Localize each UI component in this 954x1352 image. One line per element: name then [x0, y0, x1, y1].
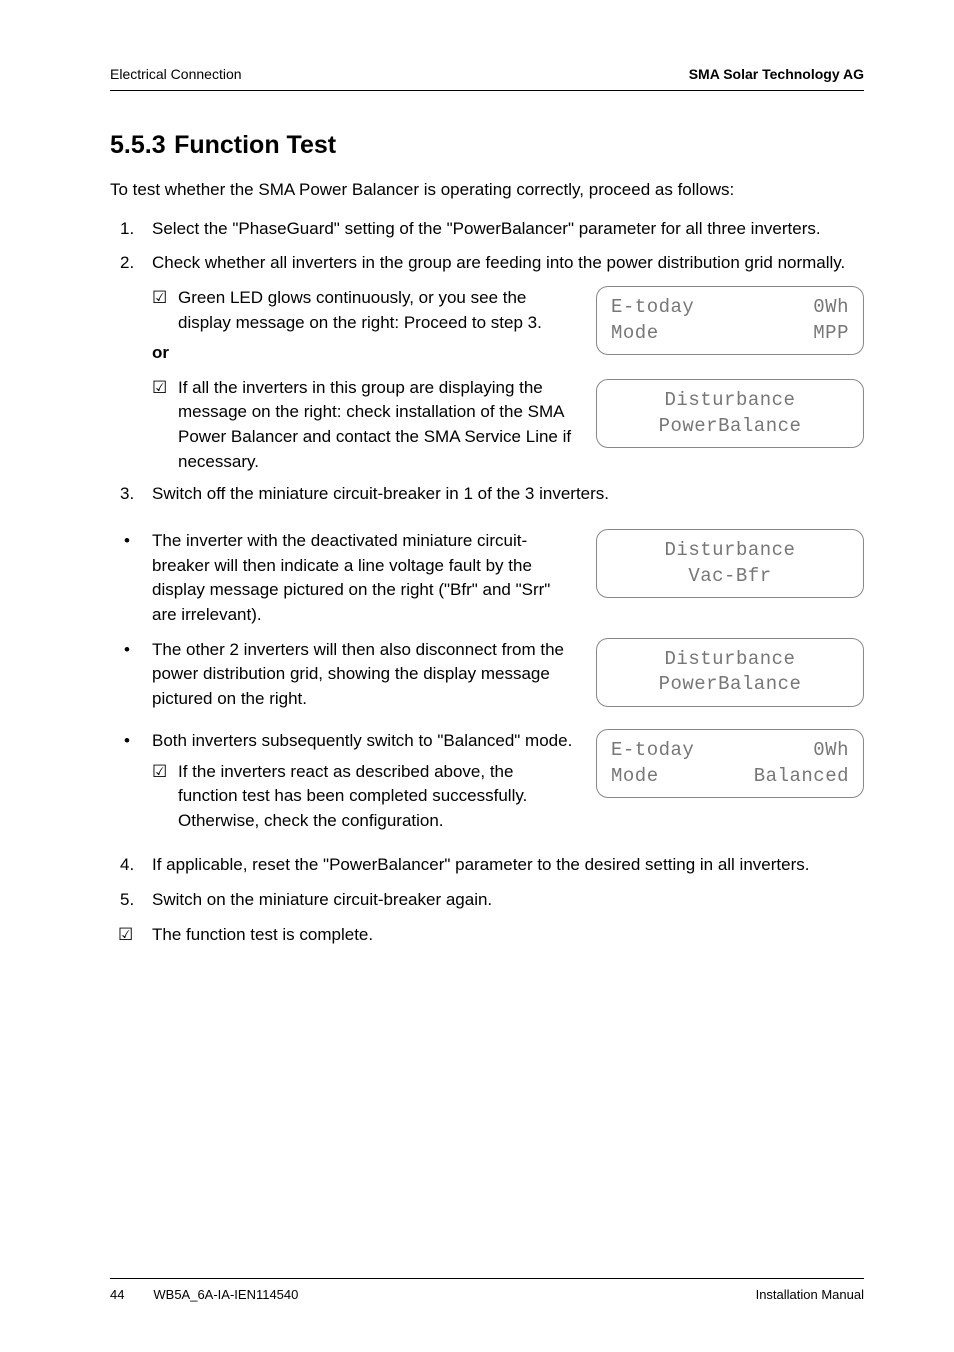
step-text: Check whether all inverters in the group… [152, 251, 864, 276]
page-footer: 44 WB5A_6A-IA-IEN114540 Installation Man… [110, 1278, 864, 1302]
header-rule [110, 90, 864, 91]
page-header: Electrical Connection SMA Solar Technolo… [110, 66, 864, 82]
lcd-line: MPP [813, 321, 849, 347]
steps-list: 1. Select the "PhaseGuard" setting of th… [110, 217, 864, 507]
check-icon: ☑ [152, 376, 178, 401]
check-item: ☑ If all the inverters in this group are… [152, 376, 576, 475]
check-icon: ☑ [110, 923, 152, 948]
bullet-icon: • [110, 529, 152, 554]
section-number: 5.5.3 [110, 131, 166, 159]
step-number: 4. [110, 853, 152, 878]
bullet-icon: • [110, 729, 152, 754]
step-text: If applicable, reset the "PowerBalancer"… [152, 853, 864, 878]
step-4: 4. If applicable, reset the "PowerBalanc… [110, 853, 864, 878]
lcd-line: Balanced [754, 764, 849, 790]
lcd-line: 0Wh [813, 738, 849, 764]
section-heading: 5.5.3 Function Test [110, 131, 864, 160]
lcd-line: 0Wh [813, 295, 849, 321]
check-text: Green LED glows continuously, or you see… [178, 286, 576, 335]
final-text: The function test is complete. [152, 923, 373, 948]
lcd-line: PowerBalance [611, 672, 849, 698]
step-number: 2. [110, 251, 152, 276]
step-1: 1. Select the "PhaseGuard" setting of th… [110, 217, 864, 242]
lcd-display: E-today 0Wh Mode Balanced [596, 729, 864, 798]
check-item: ☑ If the inverters react as described ab… [152, 760, 576, 834]
intro-text: To test whether the SMA Power Balancer i… [110, 178, 864, 203]
lcd-line: Disturbance [611, 538, 849, 564]
or-label: or [152, 341, 576, 366]
bullet-text: Both inverters subsequently switch to "B… [152, 729, 576, 754]
steps-list-cont: 4. If applicable, reset the "PowerBalanc… [110, 853, 864, 912]
footer-right: Installation Manual [756, 1287, 864, 1302]
step-2: 2. Check whether all inverters in the gr… [110, 251, 864, 276]
lcd-line: Disturbance [611, 388, 849, 414]
check-item: ☑ Green LED glows continuously, or you s… [152, 286, 576, 335]
lcd-display: Disturbance PowerBalance [596, 379, 864, 448]
page-number: 44 [110, 1287, 124, 1302]
bullet-item: • The other 2 inverters will then also d… [110, 638, 864, 719]
doc-id: WB5A_6A-IA-IEN114540 [153, 1287, 298, 1302]
step-text: Select the "PhaseGuard" setting of the "… [152, 217, 864, 242]
check-icon: ☑ [152, 760, 178, 785]
step-text: Switch on the miniature circuit-breaker … [152, 888, 864, 913]
step-number: 3. [110, 482, 152, 507]
step-3: 3. Switch off the miniature circuit-brea… [110, 482, 864, 507]
bullet-text: The inverter with the deactivated miniat… [152, 529, 576, 628]
step-2-sub: ☑ Green LED glows continuously, or you s… [110, 286, 864, 480]
lcd-display: Disturbance PowerBalance [596, 638, 864, 707]
lcd-display: Disturbance Vac-Bfr [596, 529, 864, 598]
lcd-display: E-today 0Wh Mode MPP [596, 286, 864, 355]
lcd-line: PowerBalance [611, 414, 849, 440]
final-check: ☑ The function test is complete. [110, 923, 864, 948]
check-text: If all the inverters in this group are d… [178, 376, 576, 475]
lcd-line: E-today [611, 738, 694, 764]
section-title: Function Test [174, 131, 336, 159]
header-left: Electrical Connection [110, 66, 242, 82]
bullet-text: The other 2 inverters will then also dis… [152, 638, 576, 712]
lcd-line: Vac-Bfr [611, 564, 849, 590]
lcd-line: Disturbance [611, 647, 849, 673]
bullet-item: • Both inverters subsequently switch to … [110, 729, 864, 840]
step-text: Switch off the miniature circuit-breaker… [152, 482, 864, 507]
page: Electrical Connection SMA Solar Technolo… [0, 0, 954, 1352]
header-right: SMA Solar Technology AG [689, 66, 864, 82]
lcd-line: Mode [611, 321, 659, 347]
step-number: 1. [110, 217, 152, 242]
step-number: 5. [110, 888, 152, 913]
footer-rule [110, 1278, 864, 1279]
bullet-icon: • [110, 638, 152, 663]
step-5: 5. Switch on the miniature circuit-break… [110, 888, 864, 913]
bullet-item: • The inverter with the deactivated mini… [110, 529, 864, 628]
check-icon: ☑ [152, 286, 178, 311]
lcd-line: E-today [611, 295, 694, 321]
check-text: If the inverters react as described abov… [178, 760, 576, 834]
lcd-line: Mode [611, 764, 659, 790]
